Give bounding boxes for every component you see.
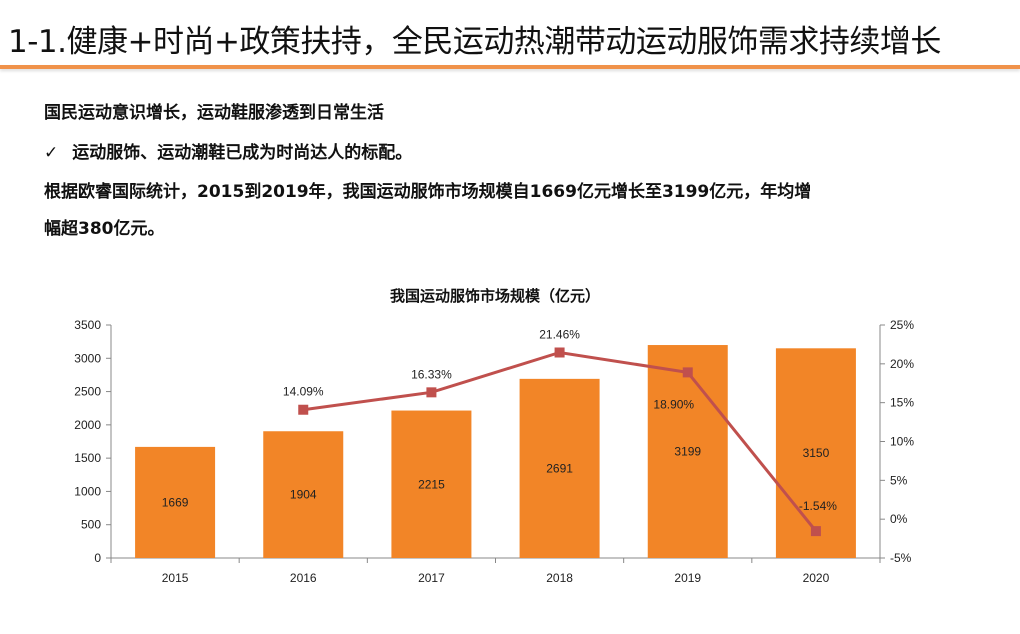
bullet-line-4: 幅超380亿元。 bbox=[44, 219, 165, 239]
growth-marker-2019 bbox=[682, 367, 693, 378]
x-tick-label: 2015 bbox=[162, 571, 189, 585]
right-tick-label: 20% bbox=[890, 357, 914, 371]
left-tick-label: 2500 bbox=[74, 385, 101, 399]
left-tick-label: 1500 bbox=[74, 451, 101, 465]
bullet-line-2-text: 运动服饰、运动潮鞋已成为时尚达人的标配。 bbox=[72, 143, 413, 163]
growth-marker-2018 bbox=[554, 347, 565, 358]
checkmark-icon: ✓ bbox=[44, 143, 59, 163]
bar-2015 bbox=[135, 446, 216, 558]
bar-2017 bbox=[391, 410, 472, 558]
chart-title: 我国运动服饰市场规模（亿元） bbox=[390, 287, 600, 305]
growth-marker-2017 bbox=[426, 387, 437, 398]
left-tick-label: 3500 bbox=[74, 318, 101, 332]
growth-label: -1.54% bbox=[799, 499, 837, 513]
growth-marker-2016 bbox=[298, 404, 309, 415]
left-tick-label: 500 bbox=[81, 518, 101, 532]
right-tick-label: 0% bbox=[890, 512, 908, 526]
x-tick-label: 2018 bbox=[546, 571, 573, 585]
left-tick-label: 2000 bbox=[74, 418, 101, 432]
right-tick-label: 5% bbox=[890, 473, 908, 487]
left-tick-label: 1000 bbox=[74, 484, 101, 498]
title-divider bbox=[0, 65, 1020, 69]
bar-label: 2691 bbox=[546, 461, 573, 475]
x-tick-label: 2019 bbox=[674, 571, 701, 585]
bar-2019 bbox=[647, 345, 728, 558]
left-tick-label: 0 bbox=[94, 551, 101, 565]
x-tick-label: 2020 bbox=[803, 571, 830, 585]
bar-2018 bbox=[519, 378, 600, 558]
growth-label: 14.09% bbox=[283, 385, 324, 399]
x-tick-label: 2016 bbox=[290, 571, 317, 585]
growth-marker-2020 bbox=[810, 526, 821, 537]
left-tick-label: 3000 bbox=[74, 351, 101, 365]
growth-label: 21.46% bbox=[539, 327, 580, 341]
bullet-line-3: 根据欧睿国际统计，2015到2019年，我国运动服饰市场规模自1669亿元增长至… bbox=[44, 182, 812, 202]
right-tick-label: 25% bbox=[890, 318, 914, 332]
right-tick-label: 10% bbox=[890, 435, 914, 449]
bar-label: 2215 bbox=[418, 477, 445, 491]
bar-label: 1669 bbox=[162, 495, 189, 509]
bullet-line-2: ✓ 运动服饰、运动潮鞋已成为时尚达人的标配。 bbox=[44, 138, 412, 163]
bar-2016 bbox=[263, 431, 344, 558]
bar-label: 3150 bbox=[803, 446, 830, 460]
page-title: 1-1.健康+时尚+政策扶持，全民运动热潮带动运动服饰需求持续增长 bbox=[8, 24, 941, 60]
x-tick-label: 2017 bbox=[418, 571, 445, 585]
bar-2020 bbox=[775, 348, 856, 558]
growth-label: 16.33% bbox=[411, 367, 452, 381]
bullet-line-1: 国民运动意识增长，运动鞋服渗透到日常生活 bbox=[44, 103, 384, 123]
bar-label: 1904 bbox=[290, 488, 317, 502]
right-tick-label: -5% bbox=[890, 551, 912, 565]
bar-label: 3199 bbox=[674, 445, 701, 459]
growth-label: 18.90% bbox=[653, 397, 694, 411]
right-tick-label: 15% bbox=[890, 396, 914, 410]
